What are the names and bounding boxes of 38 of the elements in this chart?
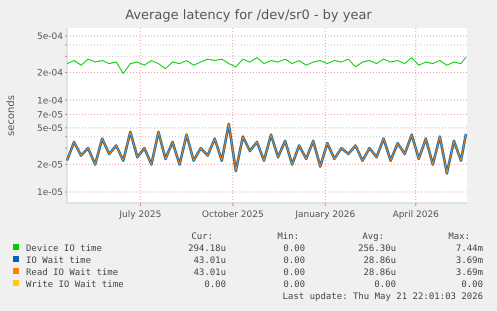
text: 256.30u: [358, 244, 396, 254]
legend-label: Device IO time: [26, 244, 102, 254]
x-tick-label: January 2026: [294, 210, 356, 220]
x-tick-label: October 2025: [202, 210, 264, 220]
text: 3.69m: [456, 256, 483, 266]
text: 43.01u: [193, 268, 226, 278]
y-tick-label: 2e-05: [37, 160, 63, 171]
y-axis-title: seconds: [6, 95, 17, 136]
y-tick-label: 1e-04: [37, 96, 64, 106]
x-tick-label: July 2025: [118, 210, 162, 220]
chart-title: Average latency for /dev/sr0 - by year: [125, 8, 372, 23]
text: 3.69m: [456, 268, 483, 278]
y-tick-label: 5e-05: [37, 124, 63, 134]
text: 43.01u: [193, 256, 226, 266]
y-tick-label: 7e-05: [37, 110, 63, 121]
text: 7.44m: [456, 244, 483, 254]
text: 0.00: [283, 280, 305, 290]
text: 0.00: [204, 280, 226, 290]
text: 0.00: [283, 268, 305, 278]
text: Min:: [277, 232, 299, 242]
text: 28.86u: [363, 256, 396, 266]
y-tick-label: 5e-04: [37, 32, 64, 42]
legend-label: IO Wait time: [26, 256, 92, 266]
text: 0.00: [461, 280, 483, 290]
text: Max:: [448, 232, 470, 242]
text: Cur:: [191, 232, 213, 242]
y-tick-label: 1e-05: [37, 188, 63, 198]
text: Last update: Thu May 21 22:01:03 2026: [282, 292, 483, 302]
text: 28.86u: [363, 268, 396, 278]
x-tick-label: April 2026: [392, 210, 440, 220]
legend-label: Write IO Wait time: [26, 280, 124, 290]
text: 0.00: [283, 244, 305, 254]
text: 0.00: [374, 280, 396, 290]
text: 294.18u: [188, 244, 226, 254]
text: Avg:: [362, 232, 384, 242]
text: 0.00: [283, 256, 305, 266]
y-tick-label: 2e-04: [37, 68, 64, 79]
legend-label: Read IO Wait time: [26, 268, 118, 278]
